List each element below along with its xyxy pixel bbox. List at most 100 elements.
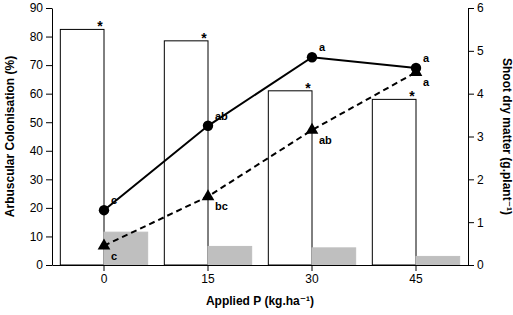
tick-mark xyxy=(468,137,474,138)
tick-label: 70 xyxy=(30,58,44,72)
tick: 15 xyxy=(201,265,215,286)
markers xyxy=(98,65,423,249)
tick: 0 xyxy=(101,265,108,286)
tick-label: 4 xyxy=(477,87,484,101)
tick-label: 90 xyxy=(30,1,44,15)
bar-series xyxy=(104,232,460,265)
tick-mark xyxy=(46,265,52,266)
tick: 50 xyxy=(30,116,52,130)
bar xyxy=(268,91,312,265)
tick-mark xyxy=(46,65,52,66)
tick-mark xyxy=(46,151,52,152)
tick-label: 60 xyxy=(30,87,44,101)
tick-mark xyxy=(416,265,417,271)
y2-axis-title: Shoot dry matter (g.plant⁻¹) xyxy=(500,58,513,215)
y2-axis: 0 1 2 3 4 5 6 xyxy=(468,1,484,272)
tick-mark xyxy=(312,265,313,271)
significance-letter: ab xyxy=(215,110,228,122)
tick-label: 0 xyxy=(36,258,43,272)
tick: 0 xyxy=(36,258,52,272)
tick-mark xyxy=(468,265,474,266)
tick-mark xyxy=(46,236,52,237)
tick: 80 xyxy=(30,30,52,44)
tick: 20 xyxy=(30,201,52,215)
axis-line xyxy=(52,9,53,266)
bar-series xyxy=(60,29,416,265)
bar xyxy=(208,246,252,265)
line xyxy=(104,72,416,245)
tick-mark xyxy=(468,94,474,95)
tick: 70 xyxy=(30,58,52,72)
tick: 6 xyxy=(468,1,484,15)
markers xyxy=(99,52,421,215)
bar xyxy=(416,256,460,265)
tick: 10 xyxy=(30,230,52,244)
tick: 4 xyxy=(468,87,484,101)
significance-mark: * xyxy=(97,18,103,34)
marker xyxy=(203,121,213,131)
tick-mark xyxy=(46,94,52,95)
significance-letter: a xyxy=(423,52,430,64)
tick-label: 45 xyxy=(409,272,423,286)
significance-letter: a xyxy=(319,41,326,53)
tick-mark xyxy=(468,179,474,180)
axis-line xyxy=(53,265,469,266)
marker xyxy=(98,238,111,249)
tick-label: 10 xyxy=(30,230,44,244)
x-axis: 0 15 30 45 xyxy=(53,265,469,286)
tick: 5 xyxy=(468,44,484,58)
bar xyxy=(372,99,416,265)
tick: 40 xyxy=(30,144,52,158)
tick: 1 xyxy=(468,216,484,230)
marker xyxy=(306,123,319,134)
tick-mark xyxy=(468,51,474,52)
tick-mark xyxy=(104,265,105,271)
tick-label: 1 xyxy=(477,216,484,230)
tick: 30 xyxy=(305,265,319,286)
tick: 0 xyxy=(468,258,484,272)
significance-letter: c xyxy=(111,194,117,206)
x-axis-title: Applied P (kg.ha⁻¹) xyxy=(206,294,314,308)
tick-label: 30 xyxy=(305,272,319,286)
y-axis-title: Arbuscular Colonisation (%) xyxy=(3,56,17,217)
tick: 2 xyxy=(468,173,484,187)
marker xyxy=(99,205,109,215)
annotations: ****cabaacbcaba xyxy=(97,18,430,261)
tick-mark xyxy=(46,179,52,180)
tick-label: 6 xyxy=(477,1,484,15)
tick-label: 30 xyxy=(30,173,44,187)
tick-label: 80 xyxy=(30,30,44,44)
tick-mark xyxy=(208,265,209,271)
tick-mark xyxy=(46,37,52,38)
chart: ****cabaacbcaba0102030405060708090012345… xyxy=(0,0,513,315)
tick-label: 20 xyxy=(30,201,44,215)
tick: 30 xyxy=(30,173,52,187)
tick-mark xyxy=(46,8,52,9)
significance-mark: * xyxy=(409,88,415,104)
significance-letter: ab xyxy=(319,134,332,146)
significance-mark: * xyxy=(201,30,207,46)
tick-mark xyxy=(468,222,474,223)
plot: ****cabaacbcaba0102030405060708090012345… xyxy=(30,1,484,285)
significance-letter: bc xyxy=(215,200,228,212)
marker xyxy=(410,65,423,76)
tick-label: 3 xyxy=(477,130,484,144)
tick: 90 xyxy=(30,1,52,15)
bar xyxy=(312,248,356,265)
significance-letter: c xyxy=(111,250,117,262)
tick-mark xyxy=(468,8,474,9)
significance-mark: * xyxy=(305,80,311,96)
marker xyxy=(307,52,317,62)
tick-mark xyxy=(46,208,52,209)
tick-label: 2 xyxy=(477,173,484,187)
tick: 3 xyxy=(468,130,484,144)
significance-letter: a xyxy=(423,76,430,88)
tick: 60 xyxy=(30,87,52,101)
bar xyxy=(104,232,148,265)
tick-label: 5 xyxy=(477,44,484,58)
tick-label: 0 xyxy=(477,258,484,272)
tick-label: 15 xyxy=(201,272,215,286)
marker xyxy=(202,189,215,200)
y-axis: 0 10 20 30 40 50 60 70 80 90 xyxy=(30,1,53,272)
line xyxy=(104,57,416,210)
